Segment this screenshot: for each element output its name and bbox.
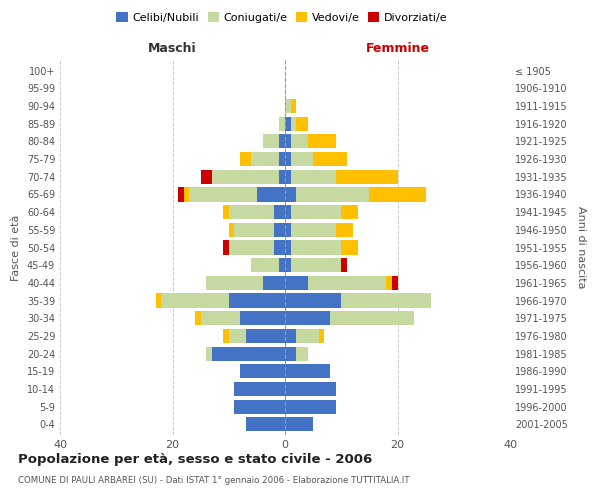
Bar bbox=[285, 258, 290, 272]
Bar bbox=[319, 329, 325, 343]
Text: Femmine: Femmine bbox=[365, 42, 430, 54]
Bar bbox=[341, 205, 358, 219]
Bar bbox=[313, 152, 347, 166]
Bar bbox=[251, 258, 280, 272]
Legend: Celibi/Nubili, Coniugati/e, Vedovi/e, Divorziati/e: Celibi/Nubili, Coniugati/e, Vedovi/e, Di… bbox=[112, 8, 452, 28]
Bar bbox=[223, 329, 229, 343]
Bar bbox=[223, 240, 229, 254]
Bar bbox=[296, 346, 308, 360]
Bar bbox=[341, 294, 431, 308]
Bar bbox=[229, 240, 274, 254]
Bar bbox=[290, 134, 308, 148]
Bar bbox=[285, 188, 296, 202]
Bar bbox=[290, 116, 296, 131]
Bar bbox=[263, 276, 285, 290]
Bar bbox=[206, 346, 212, 360]
Bar bbox=[245, 329, 285, 343]
Bar bbox=[223, 205, 229, 219]
Bar bbox=[195, 311, 200, 326]
Bar bbox=[240, 311, 285, 326]
Bar bbox=[285, 152, 290, 166]
Bar bbox=[212, 170, 280, 184]
Bar bbox=[296, 188, 370, 202]
Bar bbox=[290, 205, 341, 219]
Bar bbox=[308, 134, 335, 148]
Bar bbox=[263, 134, 280, 148]
Bar bbox=[235, 382, 285, 396]
Bar bbox=[240, 152, 251, 166]
Bar bbox=[285, 329, 296, 343]
Y-axis label: Fasce di età: Fasce di età bbox=[11, 214, 21, 280]
Bar bbox=[212, 346, 285, 360]
Y-axis label: Anni di nascita: Anni di nascita bbox=[576, 206, 586, 289]
Bar bbox=[280, 134, 285, 148]
Bar bbox=[280, 152, 285, 166]
Bar bbox=[285, 99, 290, 113]
Bar bbox=[285, 240, 290, 254]
Bar bbox=[184, 188, 190, 202]
Bar bbox=[245, 418, 285, 432]
Bar bbox=[161, 294, 229, 308]
Bar bbox=[285, 205, 290, 219]
Bar bbox=[274, 222, 285, 237]
Bar bbox=[285, 222, 290, 237]
Bar bbox=[240, 364, 285, 378]
Bar bbox=[280, 170, 285, 184]
Bar bbox=[285, 116, 290, 131]
Bar bbox=[229, 222, 235, 237]
Bar bbox=[285, 364, 330, 378]
Bar bbox=[280, 258, 285, 272]
Text: Maschi: Maschi bbox=[148, 42, 197, 54]
Bar bbox=[285, 418, 313, 432]
Bar bbox=[392, 276, 398, 290]
Bar bbox=[341, 258, 347, 272]
Text: Popolazione per età, sesso e stato civile - 2006: Popolazione per età, sesso e stato civil… bbox=[18, 452, 372, 466]
Text: COMUNE DI PAULI ARBAREI (SU) - Dati ISTAT 1° gennaio 2006 - Elaborazione TUTTITA: COMUNE DI PAULI ARBAREI (SU) - Dati ISTA… bbox=[18, 476, 409, 485]
Bar bbox=[235, 222, 274, 237]
Bar bbox=[285, 346, 296, 360]
Bar bbox=[200, 170, 212, 184]
Bar bbox=[308, 276, 386, 290]
Bar bbox=[290, 222, 335, 237]
Bar bbox=[290, 240, 341, 254]
Bar bbox=[280, 116, 285, 131]
Bar bbox=[274, 240, 285, 254]
Bar bbox=[386, 276, 392, 290]
Bar bbox=[285, 276, 308, 290]
Bar bbox=[285, 311, 330, 326]
Bar bbox=[257, 188, 285, 202]
Bar bbox=[330, 311, 415, 326]
Bar bbox=[155, 294, 161, 308]
Bar bbox=[290, 258, 341, 272]
Bar bbox=[285, 294, 341, 308]
Bar bbox=[335, 222, 353, 237]
Bar bbox=[229, 329, 245, 343]
Bar bbox=[200, 311, 240, 326]
Bar bbox=[229, 294, 285, 308]
Bar bbox=[206, 276, 263, 290]
Bar bbox=[251, 152, 280, 166]
Bar bbox=[290, 99, 296, 113]
Bar bbox=[285, 134, 290, 148]
Bar bbox=[235, 400, 285, 414]
Bar bbox=[370, 188, 425, 202]
Bar bbox=[178, 188, 184, 202]
Bar bbox=[285, 170, 290, 184]
Bar bbox=[341, 240, 358, 254]
Bar bbox=[190, 188, 257, 202]
Bar bbox=[229, 205, 274, 219]
Bar bbox=[285, 400, 335, 414]
Bar bbox=[296, 116, 308, 131]
Bar bbox=[290, 170, 335, 184]
Bar bbox=[290, 152, 313, 166]
Bar bbox=[285, 382, 335, 396]
Bar bbox=[335, 170, 398, 184]
Bar bbox=[274, 205, 285, 219]
Bar bbox=[296, 329, 319, 343]
